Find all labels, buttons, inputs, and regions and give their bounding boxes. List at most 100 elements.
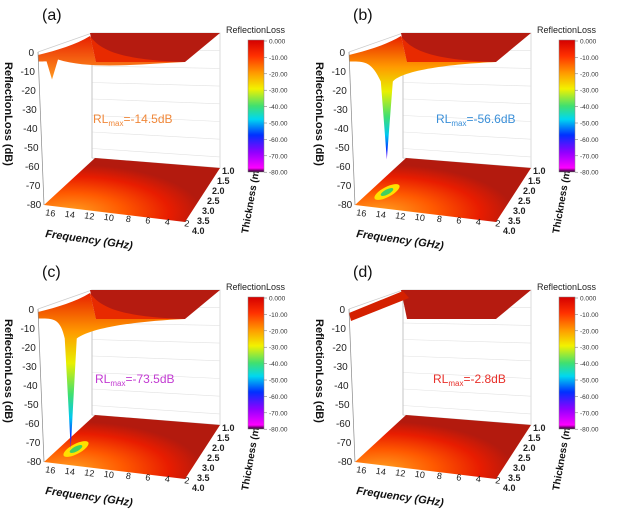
y-tick-label: 4.0 bbox=[192, 483, 205, 493]
x-tick-label: 2 bbox=[184, 218, 190, 229]
grid-line bbox=[91, 372, 221, 379]
surface-panel-a: (a) 0 -10 -20 -30 -40 -50 -60 -70 -80 ReflectionLo… bbox=[2, 7, 288, 252]
grid-line bbox=[91, 405, 221, 415]
z-tick-label: -60 bbox=[336, 162, 351, 173]
floor-contour bbox=[44, 415, 220, 479]
grid-line bbox=[91, 65, 221, 69]
floor-contour bbox=[44, 158, 220, 222]
surface-dip bbox=[38, 36, 185, 80]
z-tick-label: -80 bbox=[27, 200, 42, 211]
z-tick-label: -50 bbox=[24, 143, 39, 154]
z-axis-title: ReflectionLoss (dB) bbox=[313, 319, 325, 423]
z-tick-label: -30 bbox=[333, 105, 348, 116]
y-tick-label: 3.5 bbox=[197, 473, 210, 483]
colorbar bbox=[558, 296, 576, 430]
colorbar-tick-label: -80.00 bbox=[269, 427, 288, 434]
panel-label: (d) bbox=[353, 264, 373, 281]
z-tick-label: -30 bbox=[22, 362, 37, 373]
x-tick-label: 8 bbox=[125, 471, 131, 482]
z-tick-label: -80 bbox=[27, 457, 42, 468]
surface-panel-d: (d) 0 -10 -20 -30 -40 -50 -60 -70 -80 ReflectionLo… bbox=[313, 264, 599, 509]
grid-line bbox=[402, 98, 532, 105]
floor-min-core bbox=[380, 188, 394, 196]
rl-max-annotation: RLmax=-2.8dB bbox=[433, 372, 506, 388]
x-tick-label: 10 bbox=[414, 469, 425, 480]
x-tick-label: 16 bbox=[356, 464, 367, 475]
z-tick-label: -60 bbox=[25, 419, 40, 430]
grid-line bbox=[402, 148, 532, 158]
x-tick-label: 4 bbox=[475, 217, 481, 228]
y-tick-label: 2.0 bbox=[523, 443, 536, 453]
grid-line bbox=[402, 372, 532, 379]
colorbar-tick-label: -40.00 bbox=[269, 361, 288, 368]
colorbar-tick-label: -80.00 bbox=[269, 170, 288, 177]
colorbar-tick-label: -20.00 bbox=[580, 328, 599, 335]
surface-slope bbox=[90, 293, 185, 319]
grid-line bbox=[91, 131, 221, 140]
surface-plateau bbox=[401, 33, 531, 62]
grid-line bbox=[402, 339, 532, 344]
z-axis bbox=[37, 308, 45, 463]
colorbar-title: ReflectionLoss bbox=[537, 25, 597, 35]
z-tick-label: -40 bbox=[334, 381, 349, 392]
y-tick-label: 2.5 bbox=[207, 453, 220, 463]
colorbar-title: ReflectionLoss bbox=[226, 282, 286, 292]
colorbar-tick-label: 0.000 bbox=[269, 39, 286, 46]
z-tick-label: -50 bbox=[335, 143, 350, 154]
y-tick-label: 1.0 bbox=[222, 166, 235, 176]
z-axis-title: ReflectionLoss (dB) bbox=[2, 62, 14, 166]
y-tick-label: 2.0 bbox=[212, 186, 225, 196]
grid-line bbox=[91, 355, 221, 362]
colorbar-tick-label: -70.00 bbox=[580, 153, 599, 160]
annotation-prefix: RL bbox=[93, 112, 109, 126]
annotation-subscript: max bbox=[451, 119, 466, 128]
y-tick-label: 1.0 bbox=[533, 423, 546, 433]
x-tick-label: 10 bbox=[103, 469, 114, 480]
axis-edge bbox=[348, 32, 404, 53]
annotation-subscript: max bbox=[108, 119, 123, 128]
x-tick-label: 2 bbox=[184, 475, 190, 486]
z-tick-label: -80 bbox=[338, 457, 353, 468]
grid-line bbox=[402, 405, 532, 415]
z-axis bbox=[348, 51, 356, 206]
colorbar-tick-label: -40.00 bbox=[580, 104, 599, 111]
colorbar-tick-label: -50.00 bbox=[269, 121, 288, 128]
x-tick-label: 14 bbox=[375, 209, 386, 220]
y-tick-label: 2.5 bbox=[518, 196, 531, 206]
colorbar-tick-label: -60.00 bbox=[269, 137, 288, 144]
x-tick-label: 8 bbox=[436, 214, 442, 225]
z-tick-label: -70 bbox=[337, 181, 352, 192]
x-axis-title: Frequency (GHz) bbox=[356, 485, 445, 509]
grid-line bbox=[91, 115, 221, 122]
z-tick-label: -50 bbox=[335, 400, 350, 411]
surface-plateau bbox=[90, 290, 220, 319]
y-tick-label: 2.0 bbox=[523, 186, 536, 196]
x-tick-label: 6 bbox=[456, 215, 462, 226]
y-tick-label: 4.0 bbox=[192, 226, 205, 236]
x-tick-label: 4 bbox=[475, 474, 481, 485]
grid-line bbox=[402, 355, 532, 362]
colorbar-tick-label: -60.00 bbox=[580, 394, 599, 401]
y-tick-label: 2.5 bbox=[518, 453, 531, 463]
z-tick-label: -30 bbox=[22, 105, 37, 116]
y-tick-label: 3.0 bbox=[513, 206, 526, 216]
colorbar-tick-label: -20.00 bbox=[580, 71, 599, 78]
y-tick-label: 3.5 bbox=[197, 216, 210, 226]
grid-line bbox=[91, 339, 221, 344]
x-tick-label: 14 bbox=[64, 466, 75, 477]
z-tick-label: -70 bbox=[337, 438, 352, 449]
x-tick-label: 12 bbox=[395, 467, 406, 478]
colorbar-tick-label: 0.000 bbox=[580, 296, 597, 303]
z-tick-label: -40 bbox=[23, 124, 38, 135]
axis-edge bbox=[37, 289, 93, 310]
x-tick-label: 12 bbox=[395, 210, 406, 221]
z-tick-label: -70 bbox=[26, 181, 41, 192]
z-tick-label: -30 bbox=[333, 362, 348, 373]
panel-label: (c) bbox=[42, 264, 61, 281]
surface-panel-c: (c) 0 -10 -20 -30 -40 -50 -60 -70 -80 ReflectionLo… bbox=[2, 264, 288, 509]
y-tick-label: 2.0 bbox=[212, 443, 225, 453]
annotation-prefix: RL bbox=[436, 112, 452, 126]
colorbar-tick-label: -10.00 bbox=[580, 55, 599, 62]
surface-edge bbox=[349, 291, 409, 321]
